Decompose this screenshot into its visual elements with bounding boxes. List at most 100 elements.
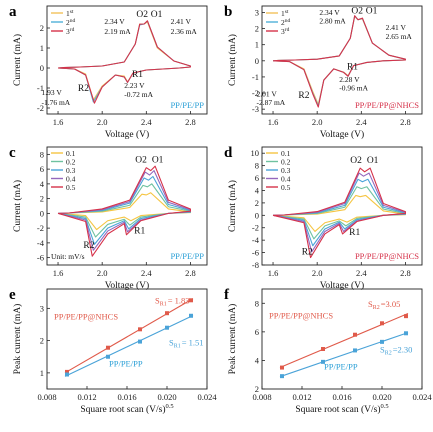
sample-label: PP/PE/PP [109, 358, 143, 368]
x-axis-label: Voltage (V) [105, 129, 149, 140]
y-tick-label: 2 [255, 24, 259, 34]
cv-curve-3rd [273, 15, 406, 108]
y-axis-label: Current (mA) [227, 34, 238, 86]
data-point [189, 298, 193, 303]
x-tick-label: 0.008 [252, 392, 271, 402]
data-point [353, 348, 357, 353]
data-point [165, 325, 169, 330]
x-axis-label: Voltage (V) [320, 280, 364, 291]
y-axis-label: Current (mA) [12, 180, 23, 232]
peak-label: R1 [134, 226, 145, 236]
y-tick-label: -2 [37, 103, 44, 113]
data-point [138, 327, 142, 332]
peak-value-annotation: 2.41 V [386, 23, 407, 32]
peak-label: O2 [136, 10, 148, 20]
data-point [106, 345, 110, 350]
panel-d: d 1.6 2.0 2.4 2.8 -8 -6 -4 -2 0 2 4 6 8 10 Voltage (V) C… [224, 145, 423, 291]
slope-label: SR2=2.30 [380, 345, 412, 357]
legend-label: 0.3 [281, 166, 291, 175]
peak-label: R2 [298, 91, 309, 101]
peak-value-annotation: 2.41 V [171, 17, 192, 26]
data-point [65, 369, 69, 374]
x-tick-label: 2.0 [312, 268, 323, 278]
legend-ordinal: rd [285, 27, 290, 33]
plot-frame [46, 5, 208, 115]
panel-e: e 0.008 0.012 0.016 0.020 0.024 1 2 3 Square root… [9, 287, 217, 415]
data-point [106, 354, 110, 359]
panel-label: d [224, 145, 233, 161]
x-tick-label: 0.016 [117, 392, 136, 402]
peak-label: R2 [78, 84, 89, 94]
fit-line [279, 332, 409, 378]
plot-frame [46, 146, 208, 266]
y-tick-label: 0 [40, 63, 44, 73]
sample-label: PP/PE/PP@NHCS [355, 100, 419, 110]
legend-ordinal: st [70, 9, 74, 15]
x-axis-label: Square root scan (V/s)0.5 [295, 403, 388, 415]
legend-label: 0.4 [281, 175, 291, 184]
peak-value-annotation: 2.36 mA [171, 27, 198, 36]
peak-value-annotation: 2.65 mA [386, 32, 413, 41]
y-tick-label: 0 [40, 208, 44, 218]
y-tick-label: 1 [40, 43, 44, 53]
x-tick-label: 2.0 [97, 117, 108, 127]
fit-line [64, 315, 194, 377]
peak-label: O2 [351, 6, 363, 16]
x-tick-label: 0.012 [77, 392, 96, 402]
legend-label: 1st [66, 9, 74, 18]
data-point [189, 313, 193, 318]
peak-label: O1 [367, 156, 379, 166]
legend-label: 3rd [66, 27, 75, 36]
y-tick-label: 2 [40, 23, 44, 33]
legend-number: 1 [66, 9, 70, 18]
legend-number: 1 [281, 9, 285, 18]
x-axis-label-text: Square root scan (V/s) [80, 404, 165, 415]
y-tick-label: 4 [255, 185, 260, 195]
legend-label: 3rd [281, 27, 290, 36]
x-axis-label-text: Voltage (V) [320, 129, 364, 140]
unit-label: Unit: mV/s [51, 252, 85, 261]
y-tick-label: -1 [252, 72, 259, 82]
peak-value-annotation: 2.34 V [319, 8, 340, 17]
data-point [165, 311, 169, 316]
peak-label: R2 [83, 241, 94, 251]
x-tick-label: 0.020 [157, 392, 176, 402]
data-point [380, 321, 384, 326]
legend-label: 0.1 [281, 149, 291, 158]
slope-subscript: R2 [385, 351, 392, 357]
legend-number: 2 [281, 18, 285, 27]
slope-symbol: S [368, 299, 373, 309]
y-tick-label: -2 [252, 88, 259, 98]
panel-c: c 1.6 2.0 2.4 2.8 -6 -4 -2 0 2 4 6 8 Voltage (V) Curre… [9, 145, 208, 291]
x-axis-label-exponent: 0.5 [166, 403, 174, 410]
sample-label: PP/PE/PP [170, 100, 204, 110]
x-tick-label: 1.6 [268, 117, 279, 127]
slope-symbol: S [155, 296, 160, 306]
peak-value-annotation: -0.96 mA [339, 84, 368, 93]
x-tick-label: 1.6 [268, 268, 279, 278]
peak-label: R1 [132, 70, 143, 80]
data-point [280, 374, 284, 379]
x-axis-label-text: Voltage (V) [320, 280, 364, 291]
y-tick-label: -2 [252, 223, 259, 233]
y-tick-label: 8 [255, 298, 259, 308]
legend-label: 1st [281, 9, 289, 18]
x-tick-label: 1.6 [53, 117, 64, 127]
y-tick-label: 4 [40, 179, 45, 189]
slope-value: =3.05 [381, 299, 401, 309]
peak-label: R1 [349, 228, 360, 238]
fit-line [64, 298, 194, 374]
peak-label: O2 [135, 155, 147, 165]
y-axis-label: Current (mA) [12, 34, 23, 86]
y-tick-label: -3 [252, 104, 259, 114]
data-point [138, 339, 142, 344]
peak-label: O1 [151, 10, 163, 20]
y-tick-label: 1 [255, 40, 259, 50]
y-tick-label: 1 [40, 368, 44, 378]
panel-label: b [224, 4, 232, 20]
x-tick-label: 2.0 [97, 268, 108, 278]
data-point [353, 332, 357, 337]
data-point [321, 359, 325, 364]
